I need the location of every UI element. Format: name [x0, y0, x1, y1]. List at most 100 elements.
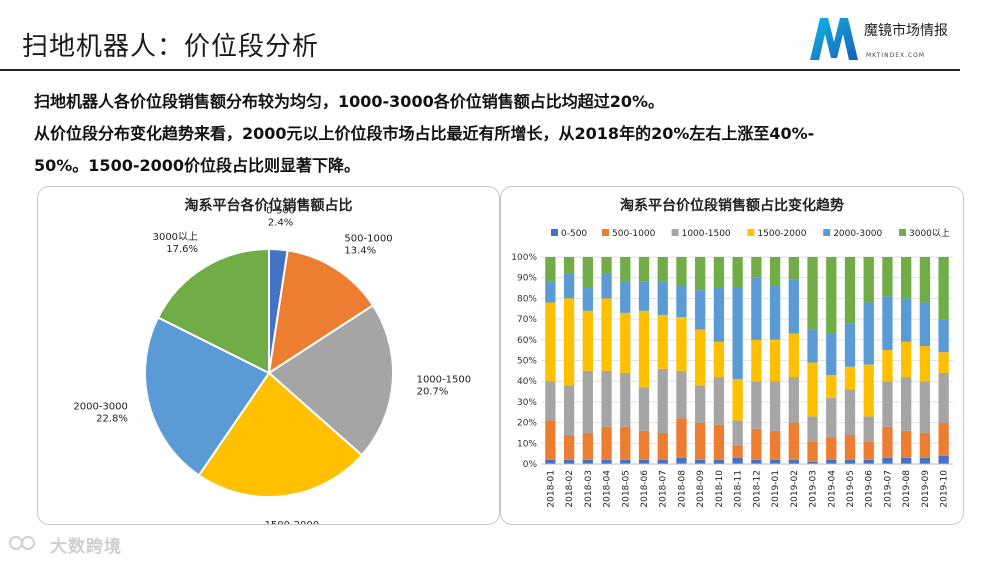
legend-item-2000-3000: 2000-3000	[823, 229, 883, 239]
svg-text:0-500: 0-500	[561, 229, 587, 239]
bar-segment-2019-03-2000-3000	[807, 329, 818, 363]
bar-segment-2019-04-0-500	[826, 459, 837, 464]
logo-m-icon	[810, 18, 858, 60]
bar-segment-2018-11-500-1000	[732, 445, 743, 458]
bar-segment-2018-10-3000-plus	[713, 257, 725, 289]
bar-segment-2018-02-1000-1500	[563, 385, 575, 436]
bar-segment-2019-04-500-1000	[826, 437, 837, 460]
bar-segment-2018-06-2000-3000	[638, 281, 650, 311]
bar-segment-2019-06-1500-2000	[863, 364, 874, 417]
pie-slice-2000-3000	[144, 316, 271, 477]
bar-segment-2019-07-500-1000	[882, 426, 893, 458]
bar-segment-2018-10-0-500	[713, 459, 725, 464]
bar-segment-2019-05-1500-2000	[844, 366, 856, 390]
watermark-icon	[9, 536, 35, 550]
y-tick-label: 30%	[517, 398, 537, 408]
bar-segment-2018-02-3000-plus	[563, 257, 575, 274]
bar-segment-2018-06-1000-1500	[638, 387, 650, 431]
x-tick-label-2018-02: 2018-02	[565, 470, 575, 508]
bar-segment-2018-03-1500-2000	[582, 310, 593, 371]
bar-segment-2019-06-3000-plus	[863, 257, 874, 303]
y-tick-label: 40%	[517, 377, 537, 387]
svg-text:1000-1500: 1000-1500	[682, 229, 731, 239]
bar-segment-2018-10-1500-2000	[713, 341, 725, 378]
pie-chart-title: 淘系平台各价位销售额占比	[184, 198, 353, 214]
bar-segment-2018-11-3000-plus	[732, 257, 743, 289]
bar-segment-2018-11-2000-3000	[732, 288, 743, 380]
bar-segment-2019-02-2000-3000	[788, 279, 799, 334]
bar-chart-title: 淘系平台价位段销售额占比变化趋势	[620, 198, 844, 214]
bar-segment-2018-11-0-500	[732, 457, 743, 464]
bar-segment-2018-03-1000-1500	[582, 370, 593, 433]
bar-segment-2018-08-2000-3000	[676, 285, 687, 318]
x-tick-label-2018-12: 2018-12	[752, 470, 762, 508]
bar-segment-2018-07-0-500	[657, 459, 668, 464]
bar-segment-2018-12-2000-3000	[751, 277, 762, 340]
x-tick-label-2018-04: 2018-04	[603, 470, 613, 508]
bar-segment-2018-08-0-500	[676, 457, 687, 464]
svg-text:500-1000: 500-1000	[612, 229, 656, 239]
bar-segment-2019-07-3000-plus	[882, 257, 893, 297]
paragraph-1: 扫地机器人各价位段销售额分布较为均匀，1000-3000各价位销售额占比均超过2…	[34, 92, 665, 111]
bar-segment-2018-09-1000-1500	[695, 385, 706, 423]
x-tick-label-2018-07: 2018-07	[659, 470, 669, 508]
bar-segment-2019-03-3000-plus	[807, 257, 818, 330]
pie-label-500-1000: 500-1000	[344, 234, 392, 245]
x-tick-label-2018-06: 2018-06	[640, 470, 650, 508]
bar-segment-2019-03-1000-1500	[807, 416, 818, 442]
bar-segment-2018-05-1000-1500	[620, 372, 631, 427]
bar-segment-2018-02-2000-3000	[563, 273, 575, 299]
x-tick-label-2019-08: 2019-08	[902, 470, 912, 508]
bar-segment-2019-05-3000-plus	[844, 257, 856, 324]
svg-text:1500-2000: 1500-2000	[757, 229, 806, 239]
pie-value-500-1000: 13.4%	[344, 246, 376, 257]
bar-segment-2018-01-500-1000	[545, 420, 556, 460]
bar-segment-2019-09-500-1000	[919, 432, 931, 458]
x-tick-label-2019-09: 2019-09	[921, 470, 931, 508]
x-tick-label-2018-10: 2018-10	[715, 470, 725, 508]
bar-segment-2018-04-500-1000	[601, 426, 612, 460]
bar-segment-2018-07-2000-3000	[657, 281, 668, 315]
bar-segment-2018-12-500-1000	[751, 428, 762, 460]
x-tick-label-2019-02: 2019-02	[790, 470, 800, 508]
svg-text:2000-3000: 2000-3000	[833, 229, 882, 239]
bar-segment-2019-07-1000-1500	[882, 381, 893, 427]
pie-slice-1000-1500	[267, 303, 394, 457]
bar-segment-2019-08-3000-plus	[901, 257, 912, 299]
paragraph-3: 50%。1500-2000价位段占比则显著下降。	[34, 156, 361, 175]
bar-segment-2019-03-1500-2000	[807, 362, 818, 417]
bar-segment-2018-08-3000-plus	[676, 257, 687, 286]
bar-segment-2018-06-3000-plus	[638, 257, 650, 282]
bar-segment-2018-05-2000-3000	[620, 281, 631, 313]
bar-segment-2018-03-0-500	[582, 459, 593, 464]
bar-segment-2018-02-0-500	[563, 459, 575, 464]
legend-item-0-500: 0-500	[551, 229, 587, 239]
bar-segment-2019-05-500-1000	[844, 435, 856, 460]
bar-segment-2019-10-0-500	[938, 455, 949, 464]
bar-segment-2018-12-1500-2000	[751, 339, 762, 382]
pie-label-1000-1500: 1000-1500	[417, 374, 472, 385]
bar-segment-2018-12-1000-1500	[751, 381, 762, 429]
bar-segment-2018-01-0-500	[545, 459, 556, 464]
bar-segment-2019-09-3000-plus	[919, 257, 931, 303]
bar-segment-2018-08-1000-1500	[676, 370, 687, 419]
bar-segment-2018-03-500-1000	[582, 432, 593, 460]
bar-segment-2019-08-2000-3000	[901, 298, 912, 342]
bar-segment-2019-08-0-500	[901, 457, 912, 464]
bar-segment-2019-01-3000-plus	[769, 257, 781, 286]
bar-segment-2019-06-2000-3000	[863, 302, 874, 365]
y-tick-label: 70%	[517, 315, 537, 325]
bar-segment-2018-06-0-500	[638, 459, 650, 464]
bar-segment-2018-07-3000-plus	[657, 257, 668, 282]
x-tick-label-2018-05: 2018-05	[621, 470, 631, 508]
pie-slice-1500-2000	[197, 371, 364, 498]
logo-subtext: MKTINDEX.COM	[866, 52, 926, 59]
bar-segment-2019-04-1000-1500	[826, 397, 837, 438]
bar-segment-2018-01-3000-plus	[545, 257, 556, 282]
bar-segment-2019-04-2000-3000	[826, 333, 837, 375]
logo-text: 魔镜市场情报	[864, 23, 948, 39]
y-tick-label: 0%	[523, 460, 538, 470]
y-tick-label: 60%	[517, 336, 537, 346]
bar-segment-2018-08-1500-2000	[676, 317, 687, 371]
bar-segment-2019-05-0-500	[844, 459, 856, 464]
